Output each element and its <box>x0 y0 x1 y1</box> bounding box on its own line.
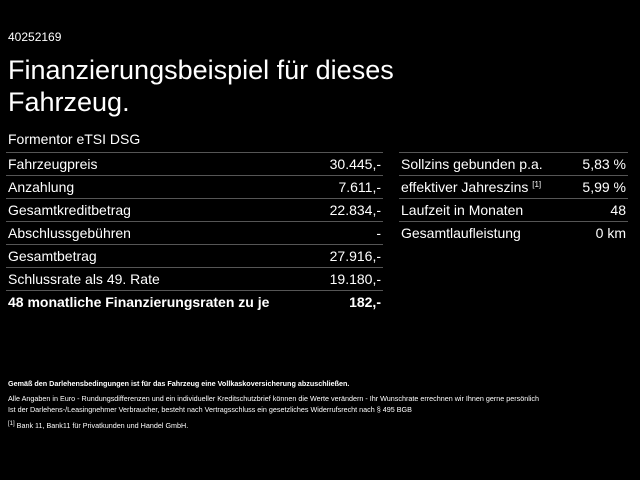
table-row: effektiver Jahreszins [1] 5,99 % <box>399 175 628 198</box>
table-row: Gesamtlaufleistung 0 km <box>399 221 628 244</box>
row-label: 48 monatliche Finanzierungsraten zu je <box>8 294 270 310</box>
title: Finanzierungsbeispiel für dieses Fahrzeu… <box>8 54 394 118</box>
row-value: 19.180,- <box>329 271 381 287</box>
offer-id: 40252169 <box>8 30 62 44</box>
footnote-mark: [1] <box>8 421 15 427</box>
row-value: 7.611,- <box>338 179 381 195</box>
row-value: 0 km <box>595 225 626 241</box>
table-row: 48 monatliche Finanzierungsraten zu je 18… <box>6 290 383 313</box>
table-row: Gesamtkreditbetrag 22.834,- <box>6 198 383 221</box>
footnote: [1] Bank 11, Bank11 für Privatkunden und… <box>8 419 633 431</box>
row-label: Sollzins gebunden p.a. <box>401 156 543 172</box>
table-row: Fahrzeugpreis 30.445,- <box>6 152 383 175</box>
title-line: Finanzierungsbeispiel für dieses <box>8 55 394 85</box>
row-label: Schlussrate als 49. Rate <box>8 271 160 287</box>
title-line: Fahrzeug. <box>8 87 130 117</box>
row-label: Abschlussgebühren <box>8 225 131 241</box>
row-value: 30.445,- <box>329 156 381 172</box>
row-label: Anzahlung <box>8 179 75 195</box>
row-label: Gesamtkreditbetrag <box>8 202 131 218</box>
rates-table: Sollzins gebunden p.a. 5,83 % effektiver J… <box>399 152 628 244</box>
row-value: 48 <box>610 202 626 218</box>
table-row: Sollzins gebunden p.a. 5,83 % <box>399 152 628 175</box>
row-value: - <box>376 225 381 241</box>
row-label: Gesamtbetrag <box>8 248 97 264</box>
row-value: 5,83 % <box>582 156 626 172</box>
table-row: Abschlussgebühren - <box>6 221 383 244</box>
footnote-ref: [1] <box>532 180 542 189</box>
row-value: 182,- <box>349 294 381 310</box>
footnote-text: Bank 11, Bank11 für Privatkunden und Han… <box>16 421 189 430</box>
row-label: Fahrzeugpreis <box>8 156 98 172</box>
row-label: Laufzeit in Monaten <box>401 202 524 218</box>
row-value: 27.916,- <box>329 248 381 264</box>
disclaimer: Alle Angaben in Euro - Rundungsdifferenz… <box>8 394 539 403</box>
table-row: Anzahlung 7.611,- <box>6 175 383 198</box>
row-value: 22.834,- <box>329 202 381 218</box>
row-value: 5,99 % <box>582 179 626 195</box>
finance-table: Fahrzeugpreis 30.445,- Anzahlung 7.611,- Ges… <box>6 152 383 313</box>
disclaimer: Ist der Darlehens-/Leasingnehmer Verbrau… <box>8 405 412 414</box>
table-row: Laufzeit in Monaten 48 <box>399 198 628 221</box>
row-label: Gesamtlaufleistung <box>401 225 521 241</box>
model: Formentor eTSI DSG <box>8 131 141 147</box>
row-label: effektiver Jahreszins [1] <box>401 179 542 195</box>
notice: Gemäß den Darlehensbedingungen ist für d… <box>8 379 350 388</box>
table-row: Gesamtbetrag 27.916,- <box>6 244 383 267</box>
table-row: Schlussrate als 49. Rate 19.180,- <box>6 267 383 290</box>
footer: Gemäß den Darlehensbedingungen ist für d… <box>8 378 633 431</box>
